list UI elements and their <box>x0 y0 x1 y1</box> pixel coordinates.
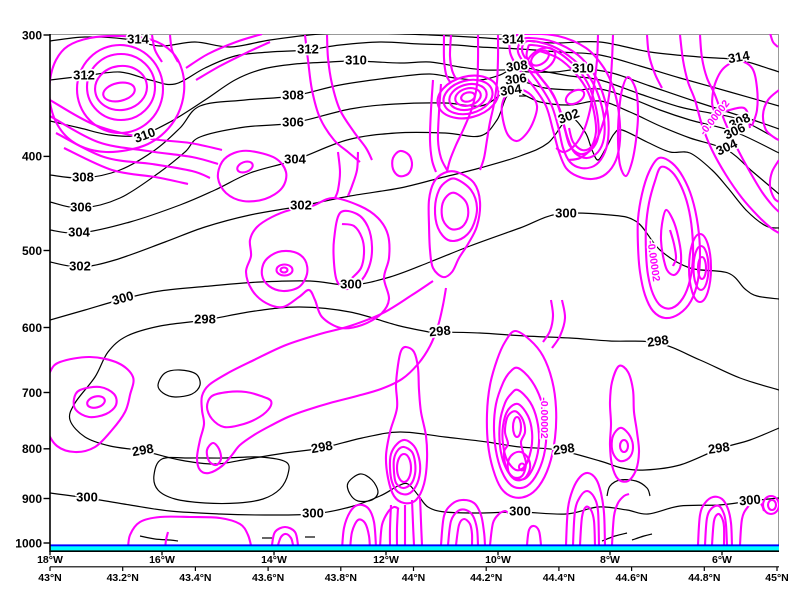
svg-text:298: 298 <box>131 441 155 460</box>
svg-text:298: 298 <box>646 332 670 350</box>
svg-text:43.8°N: 43.8°N <box>325 572 357 584</box>
svg-text:400: 400 <box>22 150 42 164</box>
svg-text:312: 312 <box>297 41 319 56</box>
svg-text:44.4°N: 44.4°N <box>543 572 575 584</box>
svg-text:44.8°N: 44.8°N <box>688 572 720 584</box>
svg-text:314: 314 <box>127 31 149 46</box>
svg-text:16°W: 16°W <box>149 554 175 566</box>
svg-text:800: 800 <box>22 442 42 456</box>
svg-text:44.6°N: 44.6°N <box>615 572 647 584</box>
svg-text:14°W: 14°W <box>261 554 287 566</box>
svg-text:312: 312 <box>73 67 95 82</box>
svg-text:304: 304 <box>499 81 523 99</box>
svg-text:500: 500 <box>22 244 42 258</box>
svg-text:18°W: 18°W <box>37 554 63 566</box>
svg-text:304: 304 <box>284 151 306 166</box>
svg-text:310: 310 <box>345 52 367 67</box>
svg-text:300: 300 <box>738 492 761 509</box>
svg-text:300: 300 <box>76 489 98 504</box>
svg-text:310: 310 <box>572 60 594 75</box>
svg-text:44°N: 44°N <box>402 572 425 584</box>
svg-text:306: 306 <box>282 114 304 129</box>
svg-text:10°W: 10°W <box>485 554 511 566</box>
svg-text:300: 300 <box>555 205 577 220</box>
svg-text:298: 298 <box>428 323 451 340</box>
svg-text:43°N: 43°N <box>38 572 61 584</box>
svg-text:298: 298 <box>194 311 216 326</box>
svg-text:900: 900 <box>22 492 42 506</box>
svg-text:302: 302 <box>290 197 312 212</box>
svg-text:298: 298 <box>707 439 731 457</box>
svg-text:300: 300 <box>302 505 324 520</box>
svg-text:300: 300 <box>509 503 531 518</box>
svg-text:314: 314 <box>502 31 524 46</box>
svg-text:308: 308 <box>72 169 94 184</box>
svg-text:306: 306 <box>504 70 528 88</box>
svg-text:6°W: 6°W <box>712 554 732 566</box>
svg-text:304: 304 <box>68 224 90 239</box>
svg-text:306: 306 <box>70 199 92 214</box>
svg-text:600: 600 <box>22 321 42 335</box>
svg-text:44.2°N: 44.2°N <box>470 572 502 584</box>
svg-text:43.2°N: 43.2°N <box>107 572 139 584</box>
svg-text:302: 302 <box>69 258 91 273</box>
svg-text:300: 300 <box>340 276 362 291</box>
svg-text:298: 298 <box>310 438 334 457</box>
svg-text:45°N: 45°N <box>765 572 788 584</box>
svg-text:308: 308 <box>505 57 529 75</box>
svg-text:12°W: 12°W <box>373 554 399 566</box>
svg-text:700: 700 <box>22 386 42 400</box>
svg-text:-0.00002: -0.00002 <box>538 397 550 439</box>
svg-text:308: 308 <box>282 87 304 102</box>
svg-text:314: 314 <box>727 48 752 67</box>
svg-text:300: 300 <box>22 28 42 42</box>
svg-text:1000: 1000 <box>15 536 42 550</box>
svg-text:298: 298 <box>552 440 576 458</box>
svg-text:8°W: 8°W <box>600 554 620 566</box>
svg-text:43.4°N: 43.4°N <box>179 572 211 584</box>
svg-text:43.6°N: 43.6°N <box>252 572 284 584</box>
